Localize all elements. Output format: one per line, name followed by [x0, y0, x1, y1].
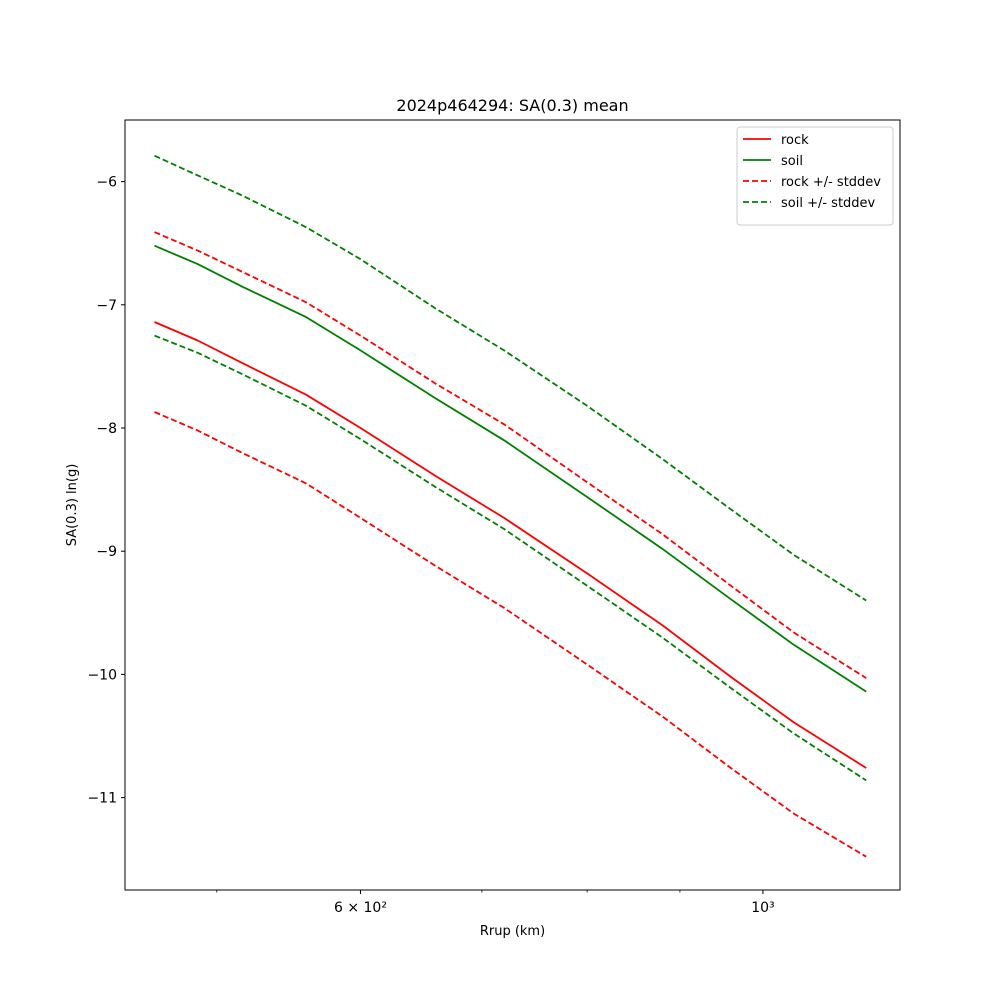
series-line-soil-1 [154, 244, 867, 693]
legend: rock soil rock +/- stddev soil +/- stddev [736, 126, 894, 226]
chart-title: 2024p464294: SA(0.3) mean [396, 96, 628, 115]
series-line-soil-stddev-4 [154, 154, 867, 602]
y-tick-label: −6 [96, 175, 117, 191]
y-tick-label: −10 [87, 667, 117, 683]
legend-label: rock [781, 133, 809, 148]
legend-box [736, 126, 894, 226]
x-tick-label: 10³ [751, 900, 774, 916]
series-line-soil-stddev-5 [154, 334, 867, 782]
x-tick-label: 6 × 10² [334, 900, 387, 916]
y-axis-label: SA(0.3) ln(g) [65, 464, 80, 547]
x-axis-label: Rrup (km) [480, 924, 545, 939]
legend-label: soil [781, 154, 803, 169]
y-tick-label: −8 [96, 421, 117, 437]
series-line-rock-0 [154, 321, 867, 769]
y-tick-label: −11 [87, 791, 117, 807]
plot-area: −6 −7 −8 −9 −10 −11 6 × 10² 10³ [87, 154, 867, 916]
legend-label: rock +/- stddev [781, 175, 881, 190]
series-line-rock-stddev-3 [154, 411, 867, 858]
y-tick-label: −9 [96, 544, 117, 560]
legend-label: soil +/- stddev [781, 196, 876, 211]
y-tick-label: −7 [96, 298, 117, 314]
plot-frame [124, 119, 901, 891]
